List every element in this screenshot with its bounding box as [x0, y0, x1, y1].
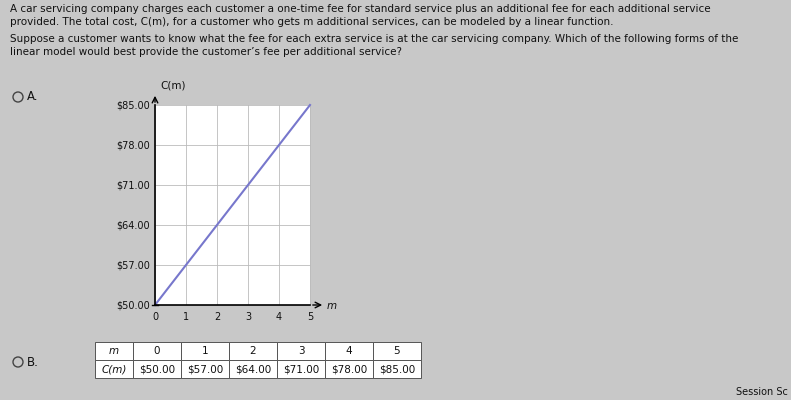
Text: $71.00: $71.00 — [283, 364, 319, 374]
Text: 0: 0 — [152, 312, 158, 322]
Text: $57.00: $57.00 — [187, 364, 223, 374]
Text: A.: A. — [27, 90, 39, 104]
Text: $50.00: $50.00 — [116, 300, 150, 310]
Text: Suppose a customer wants to know what the fee for each extra service is at the c: Suppose a customer wants to know what th… — [10, 34, 738, 44]
Bar — [229, 342, 277, 360]
Text: 5: 5 — [307, 312, 313, 322]
Bar — [181, 342, 229, 360]
Bar — [181, 360, 229, 378]
Text: m: m — [109, 346, 119, 356]
Text: B.: B. — [27, 356, 39, 368]
Text: A car servicing company charges each customer a one-time fee for standard servic: A car servicing company charges each cus… — [10, 4, 710, 14]
Bar — [277, 360, 325, 378]
Text: 5: 5 — [394, 346, 400, 356]
Bar — [155, 105, 310, 305]
Bar — [325, 360, 373, 378]
Bar — [229, 360, 277, 378]
Text: m: m — [327, 301, 337, 311]
Text: provided. The total cost, C(m), for a customer who gets m additional services, c: provided. The total cost, C(m), for a cu… — [10, 17, 614, 27]
Text: 4: 4 — [276, 312, 282, 322]
Text: 3: 3 — [297, 346, 305, 356]
Bar — [95, 360, 133, 378]
Bar — [133, 360, 181, 378]
Text: 4: 4 — [346, 346, 352, 356]
Text: $85.00: $85.00 — [116, 100, 150, 110]
Text: $64.00: $64.00 — [235, 364, 271, 374]
Bar — [277, 342, 325, 360]
Text: $57.00: $57.00 — [116, 260, 150, 270]
Text: $71.00: $71.00 — [116, 180, 150, 190]
Text: $50.00: $50.00 — [139, 364, 175, 374]
Bar — [373, 360, 421, 378]
Text: $85.00: $85.00 — [379, 364, 415, 374]
Text: Session Sc: Session Sc — [736, 387, 788, 397]
Text: 1: 1 — [183, 312, 189, 322]
Text: C(m): C(m) — [160, 81, 186, 91]
Text: 2: 2 — [250, 346, 256, 356]
Text: $78.00: $78.00 — [116, 140, 150, 150]
Bar — [373, 342, 421, 360]
Bar — [133, 342, 181, 360]
Text: 0: 0 — [153, 346, 161, 356]
Text: C(m): C(m) — [101, 364, 127, 374]
Text: 3: 3 — [245, 312, 251, 322]
Text: 2: 2 — [214, 312, 220, 322]
Text: 1: 1 — [202, 346, 208, 356]
Bar — [95, 342, 133, 360]
Text: $78.00: $78.00 — [331, 364, 367, 374]
Text: linear model would best provide the customer’s fee per additional service?: linear model would best provide the cust… — [10, 47, 402, 57]
Bar — [325, 342, 373, 360]
Text: $64.00: $64.00 — [116, 220, 150, 230]
